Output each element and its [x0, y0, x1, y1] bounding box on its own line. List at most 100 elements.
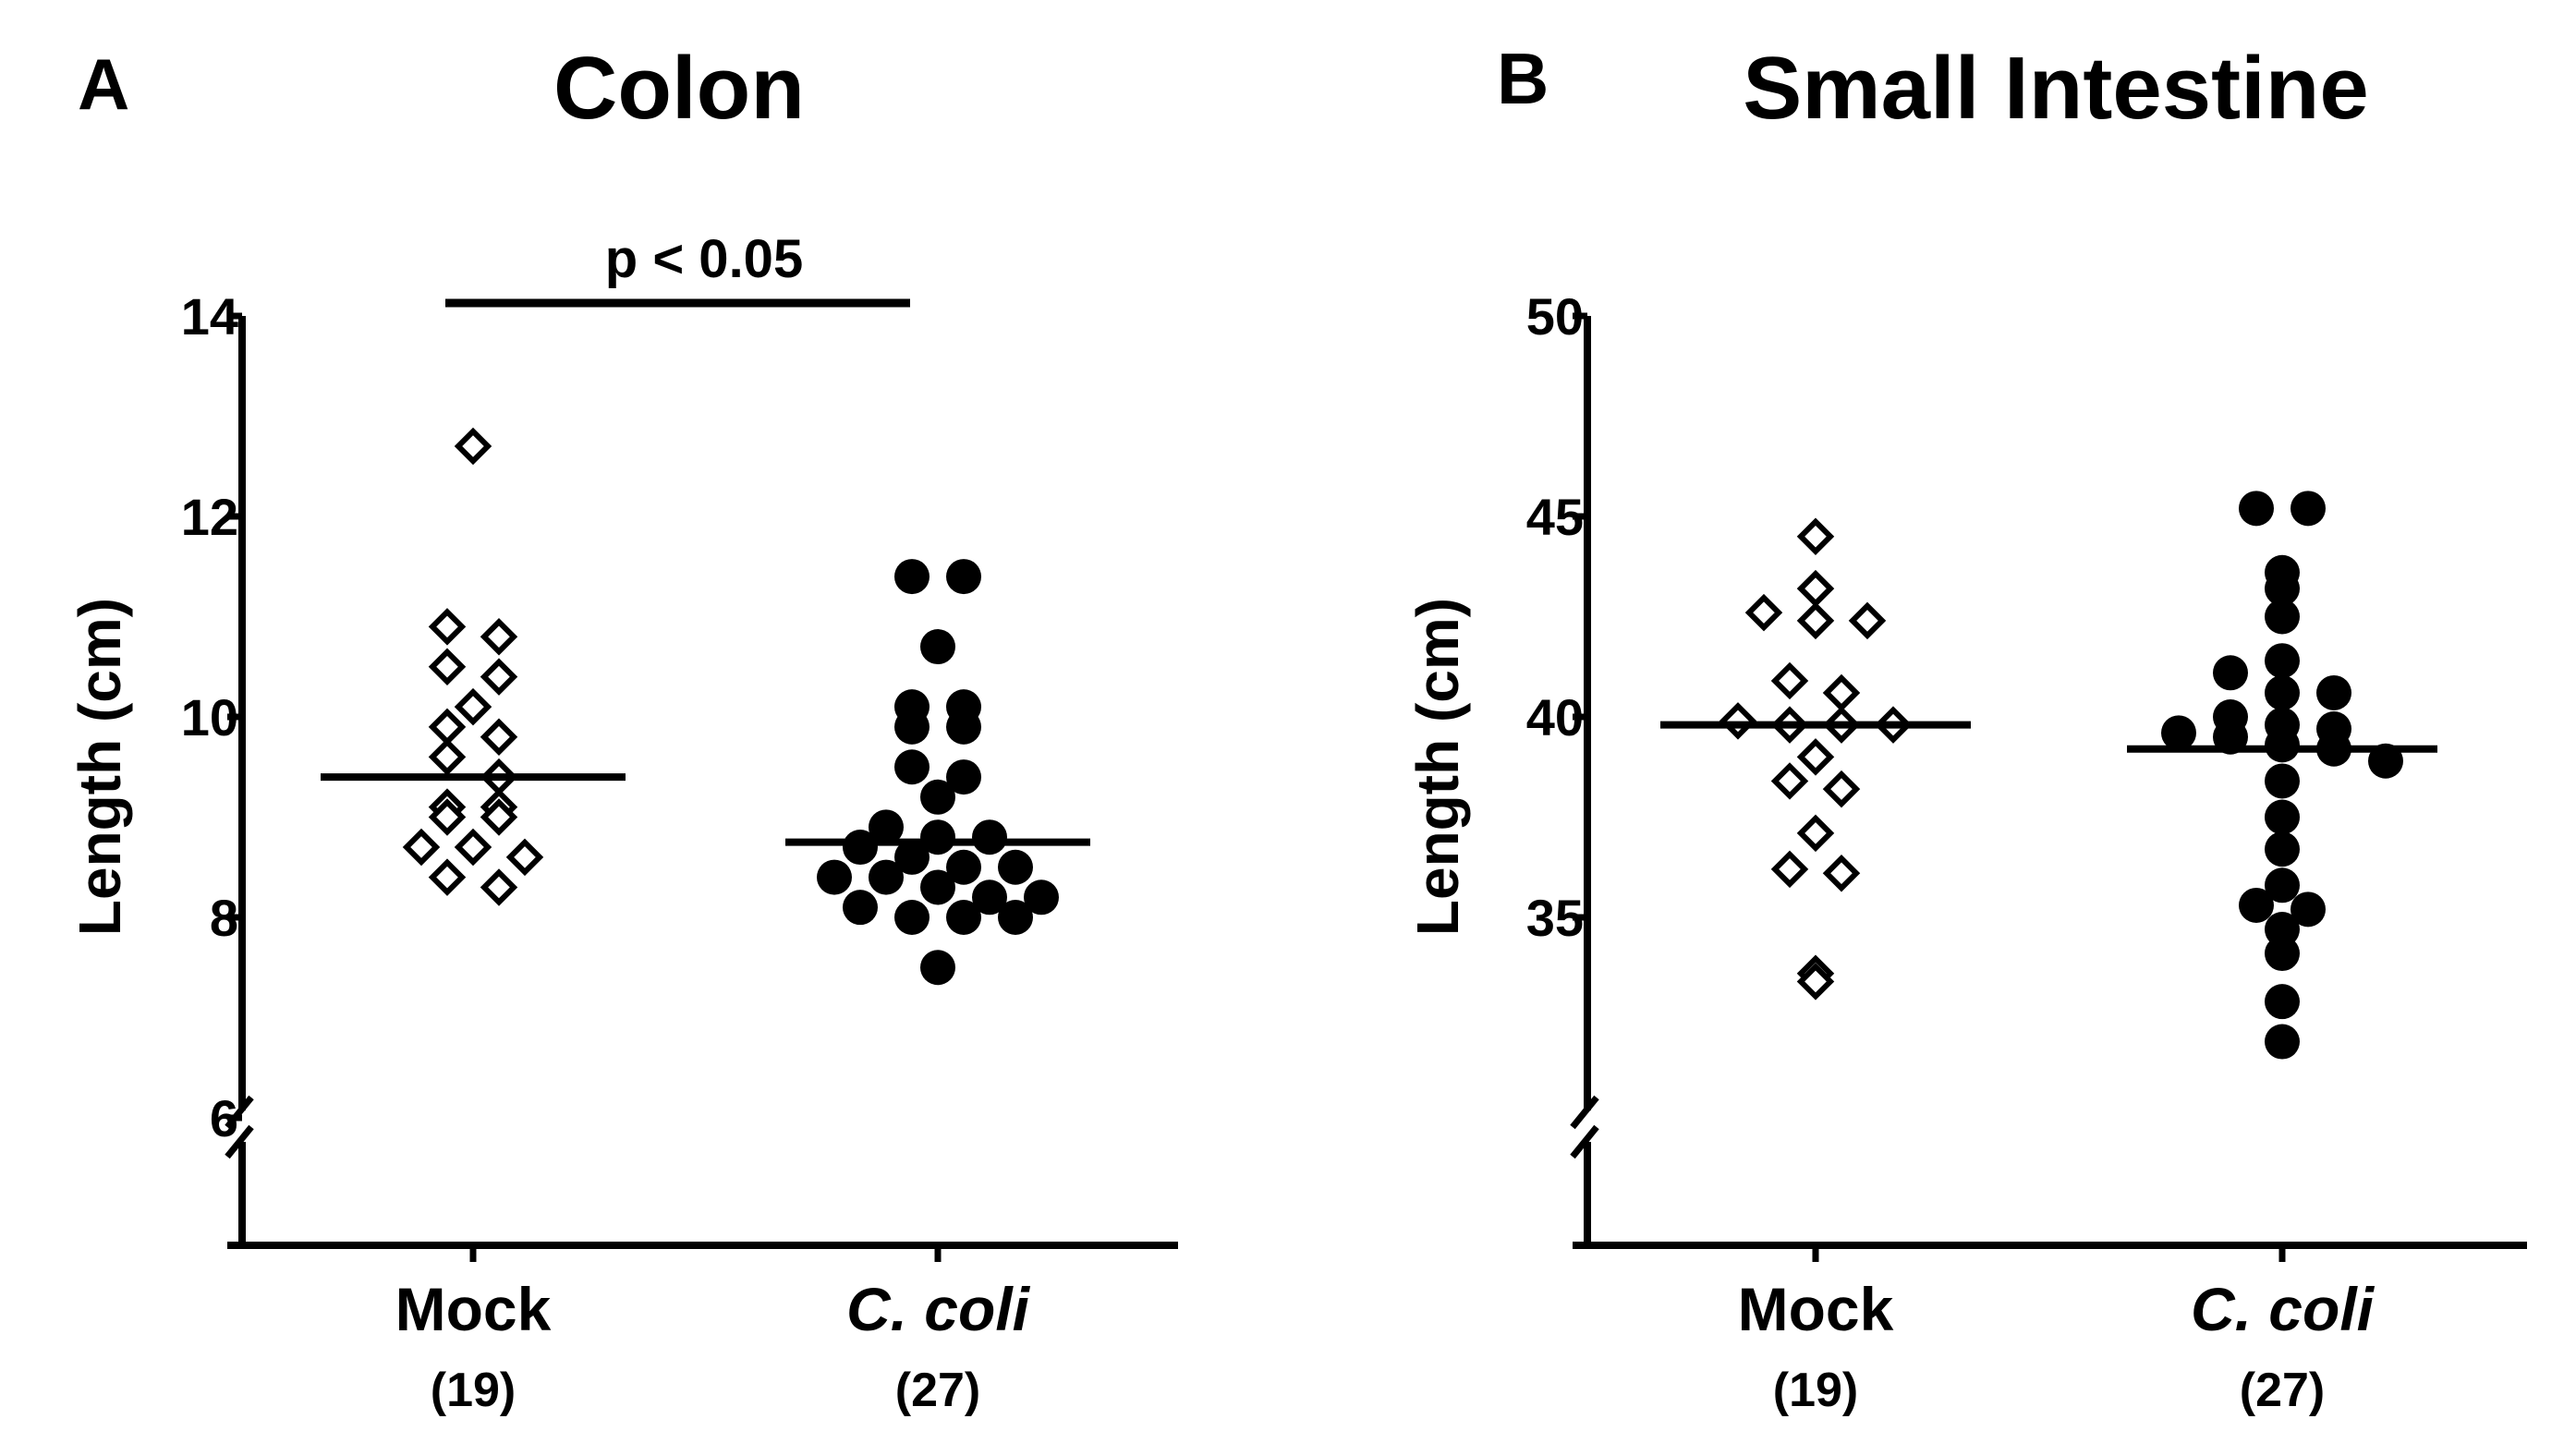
panel-b-y-tick-label: 40 — [1526, 688, 1584, 746]
panel-b-category-mock-n: (19) — [1773, 1364, 1858, 1417]
panel-a-point-ccoli — [946, 709, 981, 745]
panel-b-point-ccoli — [2265, 599, 2300, 635]
panel-a-y-tick-label: 14 — [181, 287, 238, 346]
panel-b-point-mock — [1796, 569, 1835, 608]
panel-a-point-ccoli — [920, 869, 955, 905]
panel-b-point-mock — [1822, 673, 1861, 712]
panel-a-point-ccoli — [920, 819, 955, 855]
panel-a-y-tick-label: 12 — [181, 488, 238, 546]
panel-a-point-ccoli — [972, 819, 1007, 855]
panel-b-point-ccoli — [2265, 984, 2300, 1020]
panel-b-point-mock — [1796, 601, 1835, 640]
panel-a-y-tick-label: 10 — [181, 688, 238, 746]
panel-b-point-mock — [1796, 738, 1835, 776]
panel-a-point-ccoli — [920, 950, 955, 986]
panel-b-point-ccoli — [2265, 727, 2300, 763]
panel-a-point-mock — [454, 427, 492, 466]
panel-b-point-mock — [1822, 770, 1861, 808]
panel-a-point-mock — [480, 617, 518, 656]
panel-b-letter: B — [1497, 38, 1549, 119]
panel-a-point-mock — [428, 648, 467, 685]
panel-a-y-axis-label: Length (cm) — [67, 598, 133, 936]
panel-b-category-ccoli-n: (27) — [2240, 1364, 2325, 1417]
panel-a-point-ccoli — [946, 900, 981, 935]
panel-b-point-ccoli — [2239, 887, 2274, 923]
panel-a-point-mock — [480, 868, 518, 906]
panel-b-point-ccoli — [2265, 867, 2300, 903]
panel-a-point-ccoli — [998, 900, 1033, 935]
panel-b-y-axis-label: Length (cm) — [1404, 598, 1471, 936]
panel-a-point-mock — [428, 738, 467, 776]
panel-b-point-mock — [1719, 702, 1757, 740]
panel-b-point-mock — [1770, 850, 1809, 889]
panel-a-point-mock — [428, 798, 467, 836]
panel-a-point-ccoli — [843, 890, 878, 926]
panel-b-point-mock — [1796, 814, 1835, 853]
chart-marks: 6 8 10 12 14 35 40 45 50 — [181, 287, 2527, 1262]
panel-a-point-ccoli — [869, 859, 904, 895]
panel-b-y-tick-label: 45 — [1526, 488, 1584, 546]
panel-b-point-ccoli — [2265, 912, 2300, 948]
panel-a-point-ccoli — [1024, 879, 1059, 916]
panel-a-point-ccoli — [894, 900, 930, 935]
panel-a-y-tick-label: 8 — [210, 889, 238, 947]
panel-b-point-ccoli — [2290, 891, 2326, 928]
panel-b-point-mock — [1770, 661, 1809, 700]
panel-a-point-mock — [428, 608, 467, 646]
panel-a-point-ccoli — [894, 559, 930, 595]
panel-b-point-ccoli — [2265, 831, 2300, 867]
panel-a-point-mock — [428, 708, 467, 746]
panel-a-point-mock — [428, 858, 467, 896]
panel-a-axis-break-upper — [225, 1095, 254, 1130]
panel-a-significance-label: p < 0.05 — [605, 229, 803, 289]
panel-b-point-mock — [1848, 601, 1887, 640]
panel-b-point-ccoli — [2290, 491, 2326, 527]
panel-b-category-ccoli-label: C. coli — [2191, 1275, 2376, 1343]
panel-b-point-ccoli — [2265, 799, 2300, 835]
panel-a-category-ccoli-n: (27) — [895, 1364, 980, 1417]
panel-a-point-ccoli — [869, 809, 904, 845]
panel-b-point-ccoli — [2161, 715, 2196, 751]
panel-b-point-ccoli — [2239, 491, 2274, 527]
panel-b-point-mock — [1796, 517, 1835, 555]
panel-a-point-ccoli — [946, 849, 981, 885]
panel-b-point-ccoli — [2265, 763, 2300, 799]
panel-b-point-ccoli — [2265, 571, 2300, 607]
panel-a-point-mock — [480, 658, 518, 696]
panel-b-point-ccoli — [2265, 1024, 2300, 1060]
panel-a-point-mock — [454, 687, 492, 726]
panel-a-y-tick-label: 6 — [210, 1089, 238, 1147]
panel-b-point-ccoli — [2265, 674, 2300, 710]
panel-a-point-mock — [480, 798, 518, 836]
panel-b-point-ccoli — [2265, 643, 2300, 679]
panel-a-point-ccoli — [946, 759, 981, 795]
panel-a-point-ccoli — [843, 830, 878, 866]
panel-a-point-mock — [454, 828, 492, 867]
panel-a-point-ccoli — [920, 629, 955, 665]
panel-b-point-mock — [1744, 593, 1783, 632]
panel-a-point-ccoli — [894, 839, 930, 875]
panel-a-point-mock — [505, 838, 544, 877]
panel-a-letter: A — [78, 43, 129, 125]
panel-a-point-mock — [402, 828, 441, 867]
panel-b-point-mock — [1770, 762, 1809, 800]
panel-b-point-ccoli — [2316, 674, 2351, 710]
panel-a-category-ccoli-label: C. coli — [846, 1275, 1031, 1343]
panel-b-point-ccoli — [2213, 655, 2248, 691]
panel-a-title: Colon — [553, 39, 805, 138]
panel-b-point-mock — [1796, 963, 1835, 1000]
panel-a-point-ccoli — [894, 709, 930, 745]
panel-b-y-tick-label: 35 — [1526, 889, 1584, 947]
panel-a-point-ccoli — [972, 879, 1007, 916]
panel-a-category-mock-n: (19) — [431, 1364, 516, 1417]
panel-a-category-mock-label: Mock — [395, 1275, 552, 1343]
panel-b-axis-break-upper — [1570, 1095, 1599, 1130]
panel-b-title: Small Intestine — [1743, 39, 2369, 138]
panel-b-point-mock — [1822, 855, 1861, 892]
panel-a-point-ccoli — [920, 779, 955, 815]
panel-a-point-ccoli — [998, 849, 1033, 885]
panel-b-point-ccoli — [2265, 936, 2300, 972]
panel-b-category-mock-label: Mock — [1738, 1275, 1894, 1343]
